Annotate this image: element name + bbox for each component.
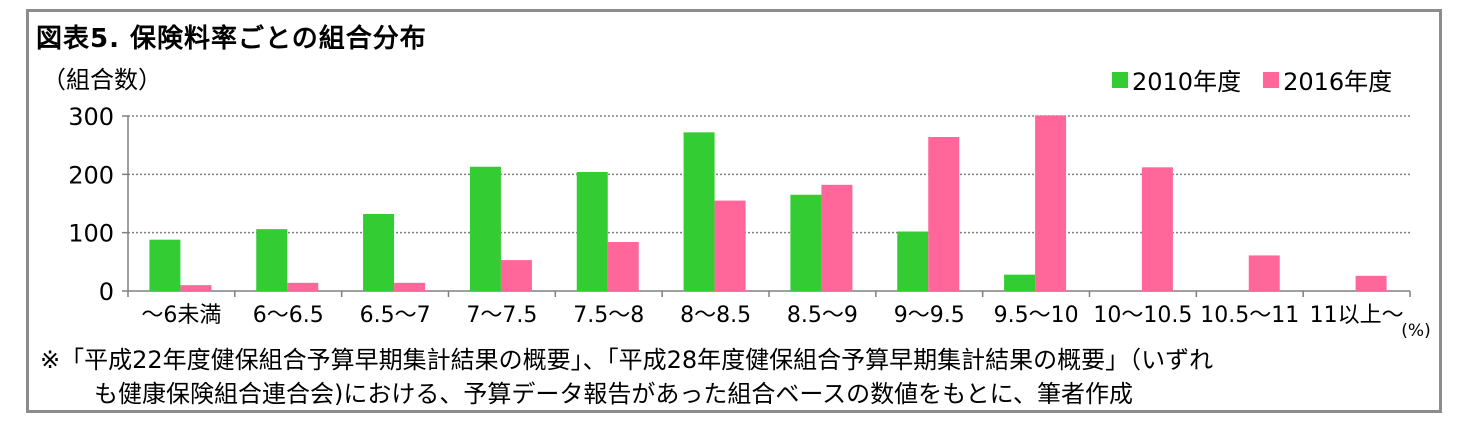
x-tick-label-11: 11以上～ [1310,303,1404,328]
y-tick-label-200: 200 [68,161,114,189]
footnote-line-2: も健康保険組合連合会)における、予算データ報告があった組合ベースの数値をもとに、… [94,380,1133,408]
bar-2016-7 [928,137,960,291]
y-tick-label-100: 100 [68,220,114,248]
bar-2010-8 [1004,274,1036,291]
bar-2016-3 [500,260,532,291]
bar-2016-0 [180,285,212,291]
x-tick-label-8: 9.5～10 [994,303,1079,328]
legend-swatch-2010 [1112,71,1128,88]
bar-2010-7 [897,231,929,291]
bar-2010-5 [683,132,715,291]
bar-2016-11 [1355,275,1387,291]
footnote: ※「平成22年度健保組合予算早期集計結果の概要」、「平成28年度健保組合予算早期… [40,343,1430,411]
chart-title: 図表5. 保険料率ごとの組合分布 [36,24,427,54]
x-tick-label-9: 10～10.5 [1093,303,1192,328]
bar-2010-1 [256,229,288,291]
legend-item-2016: 2016年度 [1263,62,1392,97]
bar-2010-2 [363,214,395,291]
figure-frame [26,9,1442,413]
legend-swatch-2016 [1263,71,1280,88]
x-tick-label-1: 6～6.5 [253,303,324,328]
bar-2016-5 [714,200,746,291]
bar-2010-6 [790,194,822,291]
y-tick-label-300: 300 [68,103,114,131]
legend: 2010年度 2016年度 [1112,62,1414,97]
y-axis-unit-label: （組合数） [42,66,162,94]
legend-item-2010: 2010年度 [1112,62,1241,97]
footnote-line-1: ※「平成22年度健保組合予算早期集計結果の概要」、「平成28年度健保組合予算早期… [40,346,1214,374]
bar-2016-6 [821,184,853,291]
x-tick-label-2: 6.5～7 [360,303,431,328]
x-tick-label-4: 7.5～8 [573,303,644,328]
bar-2016-9 [1141,167,1173,291]
bar-2016-4 [607,242,639,291]
bar-2016-8 [1035,115,1067,292]
bar-2016-2 [394,282,426,291]
x-tick-label-6: 8.5～9 [787,303,858,328]
bar-2010-0 [149,239,181,291]
legend-label-2016: 2016年度 [1283,68,1393,96]
bar-2010-3 [469,166,501,291]
x-tick-label-10: 10.5～11 [1200,303,1299,328]
x-tick-label-7: 9～9.5 [894,303,965,328]
x-tick-label-3: 7～7.5 [466,303,537,328]
legend-label-2010: 2010年度 [1132,68,1242,96]
bar-2016-1 [287,282,319,291]
x-tick-label-5: 8～8.5 [680,303,751,328]
x-axis-unit-label: (%) [1401,321,1430,341]
bar-2016-10 [1248,255,1280,291]
x-tick-label-0: ～6未満 [141,303,221,328]
y-tick-label-0: 0 [99,278,114,306]
bar-2010-4 [576,172,608,291]
